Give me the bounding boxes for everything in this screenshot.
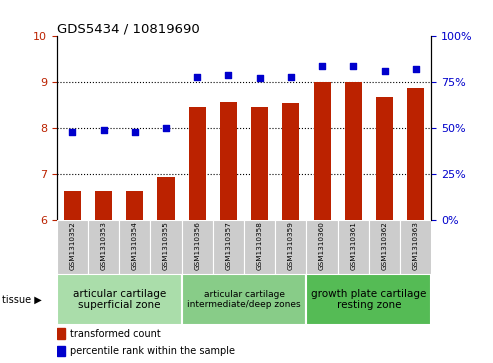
Bar <box>157 178 175 220</box>
Point <box>100 127 107 133</box>
Text: growth plate cartilage
resting zone: growth plate cartilage resting zone <box>311 289 426 310</box>
Point <box>287 74 295 79</box>
Point <box>256 76 264 81</box>
Bar <box>376 97 393 220</box>
Bar <box>213 220 244 274</box>
Bar <box>88 220 119 274</box>
Bar <box>251 107 268 220</box>
Text: GSM1310356: GSM1310356 <box>194 221 200 270</box>
Bar <box>95 191 112 220</box>
Text: transformed count: transformed count <box>70 329 161 339</box>
Text: GSM1310353: GSM1310353 <box>101 221 106 270</box>
Text: GSM1310359: GSM1310359 <box>288 221 294 270</box>
Bar <box>244 220 275 274</box>
Point <box>381 68 388 74</box>
Bar <box>119 220 150 274</box>
Bar <box>307 220 338 274</box>
Bar <box>57 274 181 325</box>
Text: GSM1310360: GSM1310360 <box>319 221 325 270</box>
Bar <box>407 88 424 220</box>
Point <box>350 63 357 69</box>
Bar <box>57 220 88 274</box>
Text: GSM1310357: GSM1310357 <box>225 221 231 270</box>
Text: articular cartilage
intermediate/deep zones: articular cartilage intermediate/deep zo… <box>187 290 301 309</box>
Bar <box>126 191 143 220</box>
Text: GSM1310361: GSM1310361 <box>351 221 356 270</box>
Text: tissue ▶: tissue ▶ <box>2 294 42 305</box>
Text: GSM1310362: GSM1310362 <box>382 221 387 270</box>
Point <box>318 63 326 69</box>
Text: GDS5434 / 10819690: GDS5434 / 10819690 <box>57 22 200 35</box>
Text: GSM1310355: GSM1310355 <box>163 221 169 270</box>
Bar <box>307 274 431 325</box>
Point <box>193 74 201 79</box>
Bar <box>338 220 369 274</box>
Text: GSM1310352: GSM1310352 <box>70 221 75 270</box>
Bar <box>181 220 213 274</box>
Text: percentile rank within the sample: percentile rank within the sample <box>70 346 235 356</box>
Bar <box>275 220 307 274</box>
Bar <box>345 82 362 220</box>
Bar <box>181 274 307 325</box>
Bar <box>400 220 431 274</box>
Text: GSM1310363: GSM1310363 <box>413 221 419 270</box>
Bar <box>369 220 400 274</box>
Bar <box>57 346 65 356</box>
Bar <box>314 82 331 220</box>
Bar <box>189 107 206 220</box>
Text: GSM1310358: GSM1310358 <box>257 221 263 270</box>
Bar <box>220 102 237 220</box>
Point <box>69 129 76 135</box>
Point <box>162 125 170 131</box>
Bar <box>282 103 299 220</box>
Bar <box>64 191 81 220</box>
Text: articular cartilage
superficial zone: articular cartilage superficial zone <box>72 289 166 310</box>
Point <box>412 66 420 72</box>
Text: GSM1310354: GSM1310354 <box>132 221 138 270</box>
Point <box>131 129 139 135</box>
Point <box>224 72 232 78</box>
Bar <box>150 220 181 274</box>
Bar <box>57 328 65 339</box>
